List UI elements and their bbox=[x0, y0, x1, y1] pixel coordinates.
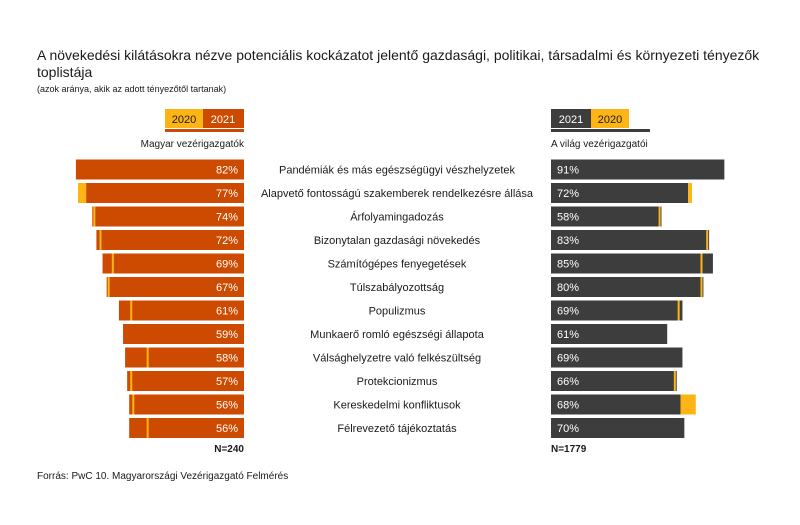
marker-hu-2020 bbox=[99, 230, 102, 250]
bar-hu-2021 bbox=[92, 206, 244, 227]
panel-title-world: A világ vezérigazgatói bbox=[551, 139, 648, 150]
marker-world-2020 bbox=[658, 206, 661, 227]
value-label-world: 69% bbox=[557, 306, 579, 318]
value-label-hu: 67% bbox=[216, 282, 238, 294]
category-label: Félrevezető tájékoztatás bbox=[337, 423, 457, 435]
marker-hu-2020 bbox=[132, 394, 135, 415]
marker-world-2020 bbox=[673, 371, 676, 391]
n-label-hu: N=240 bbox=[214, 444, 244, 455]
value-label-world: 61% bbox=[557, 329, 579, 341]
bar-world-2021 bbox=[551, 159, 725, 180]
bar-world-2021 bbox=[551, 324, 668, 344]
marker-hu-2020 bbox=[111, 253, 114, 274]
category-label: Munkaerő romló egészségi állapota bbox=[310, 329, 485, 341]
bar-world-2021 bbox=[551, 183, 689, 203]
bar-world-2021 bbox=[551, 206, 662, 227]
bar-world-2020 bbox=[688, 183, 692, 203]
bar-hu-2021 bbox=[127, 371, 244, 391]
bar-world-2020 bbox=[680, 394, 696, 415]
value-label-hu: 82% bbox=[216, 165, 238, 177]
value-label-world: 91% bbox=[557, 165, 579, 177]
category-label: Pandémiák és más egészségügyi vészhelyze… bbox=[279, 165, 516, 177]
legend-swatch-2020-hu bbox=[165, 109, 203, 128]
category-label: Alapvető fontosságú szakemberek rendelke… bbox=[261, 188, 534, 200]
value-label-hu: 59% bbox=[216, 329, 238, 341]
value-label-hu: 72% bbox=[216, 235, 238, 247]
legend-underline-world bbox=[551, 129, 650, 132]
bar-hu-2021 bbox=[102, 253, 244, 274]
bar-world-2021 bbox=[551, 394, 681, 415]
value-label-world: 83% bbox=[557, 235, 579, 247]
category-label: Bizonytalan gazdasági növekedés bbox=[314, 235, 481, 247]
category-label: Túlszabályozottság bbox=[350, 282, 444, 294]
legend-world: 2021 2020 A világ vezérigazgatói bbox=[551, 109, 650, 150]
legend-swatch-2021-world bbox=[551, 109, 591, 128]
value-label-hu: 56% bbox=[216, 423, 238, 435]
bar-world-2021 bbox=[551, 418, 685, 438]
bar-hu-2021 bbox=[75, 159, 245, 180]
category-label: Protekcionizmus bbox=[357, 376, 438, 388]
marker-hu-2020 bbox=[146, 418, 149, 438]
marker-hu-2020 bbox=[130, 300, 133, 321]
bar-world-2021 bbox=[551, 300, 683, 321]
value-label-world: 85% bbox=[557, 259, 579, 271]
legend-swatch-2020-world bbox=[591, 109, 629, 128]
value-label-hu: 56% bbox=[216, 400, 238, 412]
value-label-hu: 69% bbox=[216, 259, 238, 271]
marker-hu-2020 bbox=[107, 277, 110, 297]
category-label: Számítógépes fenyegetések bbox=[328, 259, 467, 271]
legend-underline-hu bbox=[165, 129, 244, 132]
marker-hu-2020 bbox=[146, 347, 149, 368]
bar-hu-2021 bbox=[106, 277, 245, 297]
bar-hu-2021 bbox=[125, 347, 244, 368]
bar-hu-2021 bbox=[123, 324, 244, 344]
bar-hu-2021 bbox=[129, 394, 244, 415]
value-label-hu: 61% bbox=[216, 306, 238, 318]
bar-hu-2021 bbox=[118, 300, 244, 321]
category-label: Populizmus bbox=[369, 306, 426, 318]
marker-hu-2020 bbox=[130, 371, 133, 391]
legend-label-2021-world: 2021 bbox=[559, 114, 583, 126]
bar-world-2021 bbox=[551, 253, 713, 274]
value-label-hu: 57% bbox=[216, 376, 238, 388]
panel-title-hu: Magyar vezérigazgatók bbox=[141, 139, 245, 150]
value-label-world: 66% bbox=[557, 376, 579, 388]
marker-world-2020 bbox=[700, 277, 703, 297]
value-label-world: 70% bbox=[557, 423, 579, 435]
marker-world-2020 bbox=[700, 253, 703, 274]
bar-hu-2021 bbox=[86, 183, 245, 203]
category-label: Árfolyamingadozás bbox=[350, 211, 444, 224]
marker-hu-2020 bbox=[93, 206, 96, 227]
value-label-world: 80% bbox=[557, 282, 579, 294]
chart-title: A növekedési kilátásokra nézve potenciál… bbox=[37, 47, 760, 80]
bar-hu-2021 bbox=[129, 418, 244, 438]
marker-world-2020 bbox=[706, 230, 709, 250]
legend-swatch-2021-hu bbox=[203, 109, 244, 128]
bar-world-2021 bbox=[551, 347, 683, 368]
chart-subtitle: (azok aránya, akik az adott tényezőtől t… bbox=[37, 84, 227, 94]
category-label: Kereskedelmi konfliktusok bbox=[333, 400, 461, 412]
bar-world-2021 bbox=[551, 371, 677, 391]
legend-label-2021-hu: 2021 bbox=[211, 114, 235, 126]
bar-world-2021 bbox=[551, 277, 704, 297]
legend-hungarian: 2020 2021 Magyar vezérigazgatók bbox=[141, 109, 245, 150]
value-label-world: 72% bbox=[557, 188, 579, 200]
n-label-world: N=1779 bbox=[551, 444, 587, 455]
legend-label-2020-hu: 2020 bbox=[172, 114, 196, 126]
bar-world-2021 bbox=[551, 230, 710, 250]
value-label-world: 69% bbox=[557, 353, 579, 365]
value-label-world: 58% bbox=[557, 212, 579, 224]
chart-rows: 82% Pandémiák és más egészségügyi vészhel… bbox=[75, 159, 725, 438]
value-label-hu: 58% bbox=[216, 353, 238, 365]
value-label-hu: 74% bbox=[216, 212, 238, 224]
value-label-hu: 77% bbox=[216, 188, 238, 200]
category-label: Válsághelyzetre való felkészültség bbox=[313, 353, 481, 365]
value-label-world: 68% bbox=[557, 400, 579, 412]
bar-hu-2021 bbox=[96, 230, 245, 250]
source-note: Forrás: PwC 10. Magyarországi Vezérigazg… bbox=[37, 471, 289, 482]
marker-world-2020 bbox=[677, 300, 680, 321]
legend-label-2020-world: 2020 bbox=[598, 114, 622, 126]
bar-hu-2020 bbox=[77, 183, 87, 203]
